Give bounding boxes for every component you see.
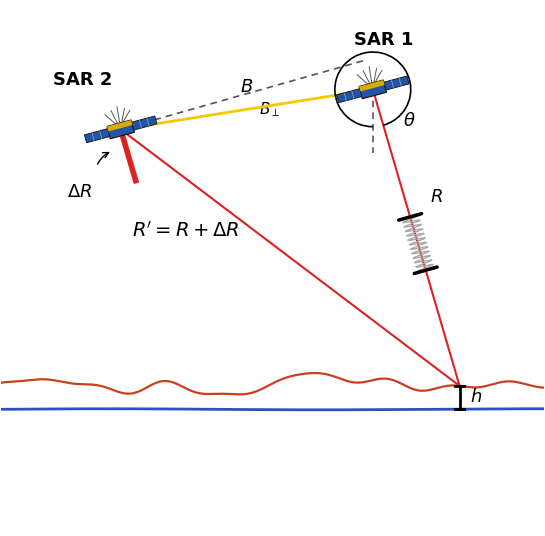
Polygon shape xyxy=(359,80,386,99)
Polygon shape xyxy=(107,120,135,139)
Polygon shape xyxy=(359,80,385,92)
Text: $R' = R + \Delta R$: $R' = R + \Delta R$ xyxy=(132,221,240,241)
Text: $\theta$: $\theta$ xyxy=(403,113,415,130)
Polygon shape xyxy=(107,120,132,131)
Text: $R$: $R$ xyxy=(430,188,443,206)
Text: $h$: $h$ xyxy=(470,389,483,406)
Text: $\Delta R$: $\Delta R$ xyxy=(68,183,93,200)
Polygon shape xyxy=(132,116,157,130)
Polygon shape xyxy=(384,76,409,90)
Text: SAR 2: SAR 2 xyxy=(53,71,112,90)
Polygon shape xyxy=(337,88,362,103)
Text: $B$: $B$ xyxy=(240,78,253,96)
Text: SAR 1: SAR 1 xyxy=(354,32,413,49)
Text: $B_{\perp}$: $B_{\perp}$ xyxy=(259,100,280,119)
Polygon shape xyxy=(84,129,110,143)
